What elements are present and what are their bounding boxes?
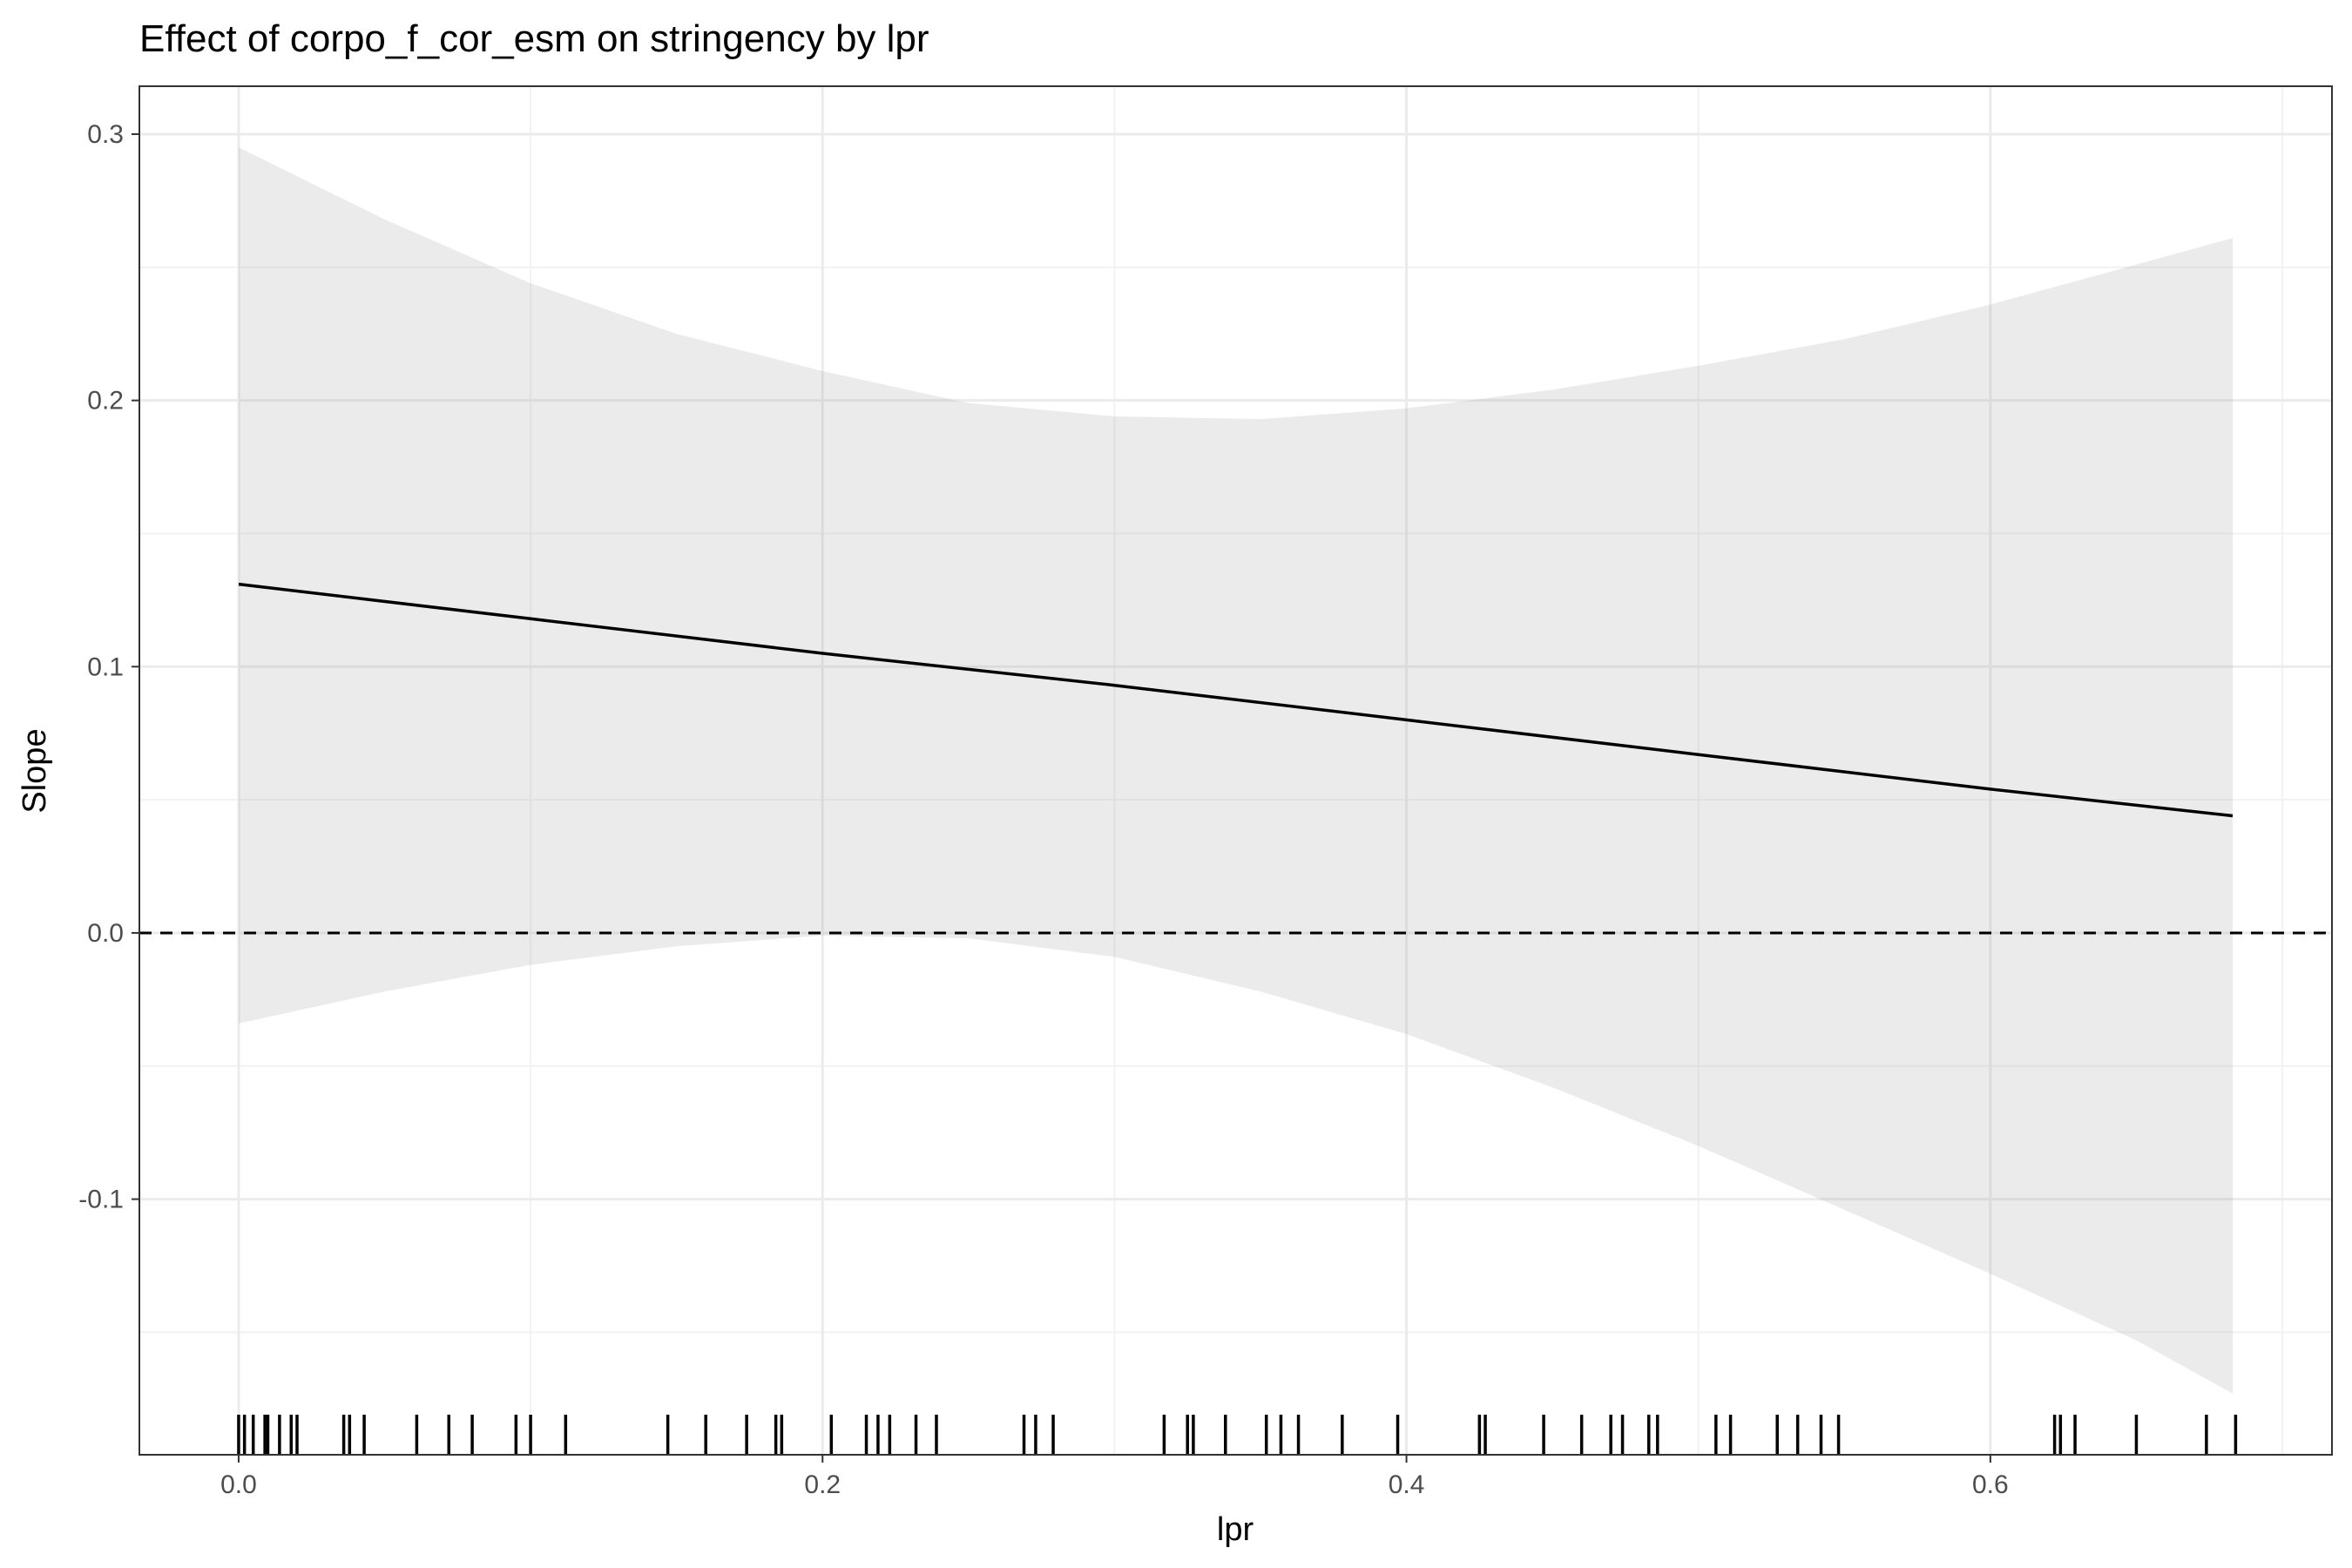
y-axis: -0.1 0.0 0.1 0.2 0.3	[78, 120, 139, 1214]
y-tick-label: 0.0	[87, 919, 124, 948]
y-tick-label: 0.1	[87, 652, 124, 681]
plot-panel-border	[139, 85, 2333, 1456]
slope-line	[238, 582, 2234, 818]
confidence-band	[239, 147, 2233, 1394]
rug-marks	[237, 1415, 2238, 1455]
x-axis: 0.0 0.2 0.4 0.6	[220, 1455, 2009, 1499]
y-axis-title: Slope	[17, 728, 53, 813]
plot-panel-background	[139, 86, 2332, 1455]
slope-line-layer	[238, 582, 2234, 818]
chart-title: Effect of corpo_f_cor_esm on stringency …	[139, 17, 929, 60]
x-tick-label: 0.6	[1972, 1470, 2009, 1499]
y-tick-label: 0.3	[87, 120, 124, 149]
x-tick-label: 0.0	[220, 1470, 257, 1499]
x-axis-title: lpr	[1217, 1511, 1254, 1548]
confidence-band-layer	[239, 147, 2233, 1394]
y-tick-label: 0.2	[87, 387, 124, 416]
x-tick-label: 0.4	[1389, 1470, 1425, 1499]
minor-gridlines	[139, 86, 2332, 1455]
x-tick-label: 0.2	[804, 1470, 841, 1499]
y-tick-label: -0.1	[78, 1186, 124, 1214]
